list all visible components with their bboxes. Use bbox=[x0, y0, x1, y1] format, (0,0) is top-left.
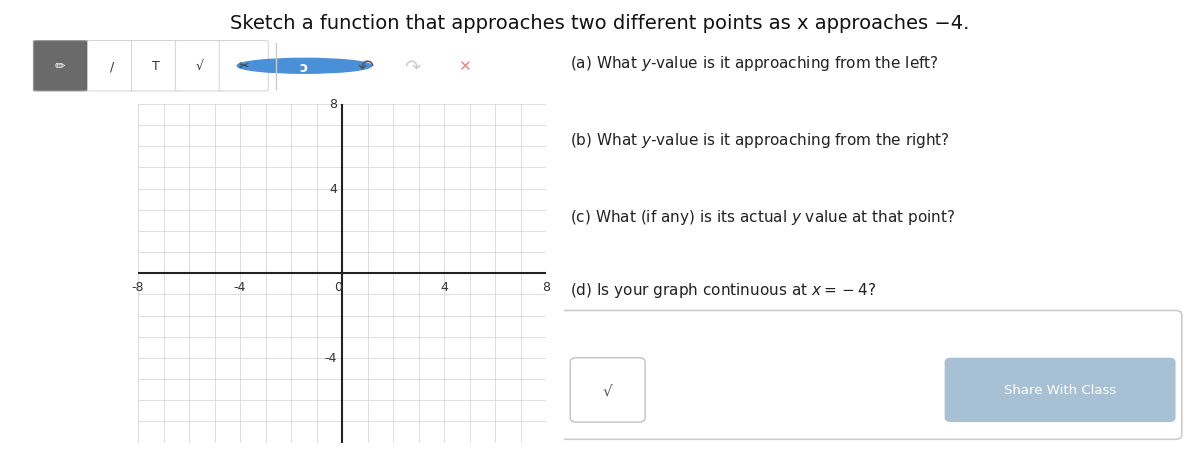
Text: ✕: ✕ bbox=[458, 59, 470, 74]
Text: Share With Class: Share With Class bbox=[1004, 384, 1116, 397]
Text: ↄ: ↄ bbox=[299, 61, 307, 75]
Text: 8: 8 bbox=[329, 98, 337, 111]
Text: 4: 4 bbox=[440, 280, 448, 293]
Text: (c) What (if any) is its actual $y$ value at that point?: (c) What (if any) is its actual $y$ valu… bbox=[570, 208, 955, 227]
FancyBboxPatch shape bbox=[558, 311, 1182, 439]
FancyBboxPatch shape bbox=[132, 41, 180, 92]
Text: -8: -8 bbox=[132, 280, 144, 293]
Text: ▾: ▾ bbox=[326, 62, 330, 71]
FancyBboxPatch shape bbox=[88, 41, 137, 92]
FancyBboxPatch shape bbox=[220, 41, 269, 92]
Text: /: / bbox=[110, 60, 114, 73]
Text: ✏: ✏ bbox=[55, 60, 66, 73]
Text: (a) What $y$-value is it approaching from the left?: (a) What $y$-value is it approaching fro… bbox=[570, 54, 938, 73]
Text: 0: 0 bbox=[334, 280, 342, 293]
Text: √: √ bbox=[602, 383, 612, 397]
Text: T: T bbox=[152, 60, 160, 73]
Circle shape bbox=[238, 59, 372, 74]
Text: -4: -4 bbox=[324, 352, 337, 365]
Text: ↶: ↶ bbox=[358, 57, 374, 76]
Text: 4: 4 bbox=[329, 183, 337, 196]
Text: √: √ bbox=[196, 60, 204, 73]
FancyBboxPatch shape bbox=[944, 358, 1176, 422]
FancyBboxPatch shape bbox=[175, 41, 224, 92]
FancyBboxPatch shape bbox=[34, 41, 88, 92]
FancyBboxPatch shape bbox=[570, 358, 646, 422]
Text: (d) Is your graph continuous at $x = -4$?: (d) Is your graph continuous at $x = -4$… bbox=[570, 281, 876, 300]
Text: 8: 8 bbox=[542, 280, 550, 293]
Text: ↷: ↷ bbox=[404, 57, 421, 76]
Text: (b) What $y$-value is it approaching from the right?: (b) What $y$-value is it approaching fro… bbox=[570, 131, 950, 150]
Text: Sketch a function that approaches two different points as x approaches −4.: Sketch a function that approaches two di… bbox=[230, 14, 970, 33]
Text: -4: -4 bbox=[234, 280, 246, 293]
Text: ✂: ✂ bbox=[239, 60, 250, 73]
